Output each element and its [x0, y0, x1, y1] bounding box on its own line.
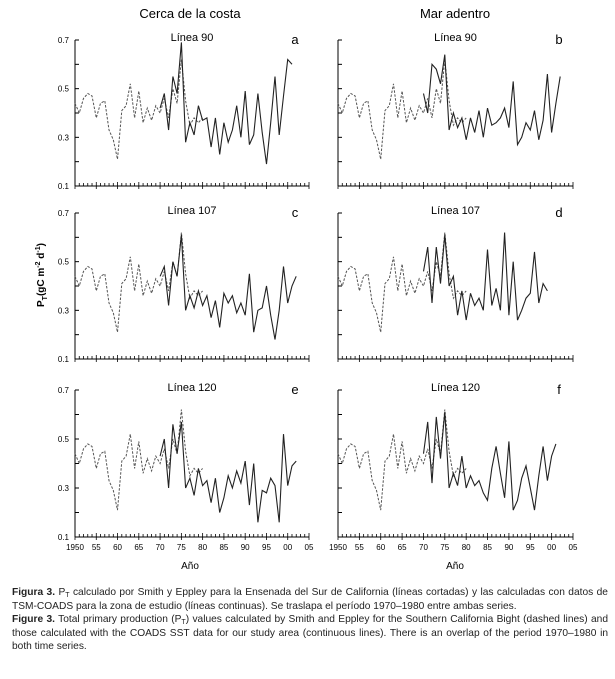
caption-label-es: Figura 3.	[12, 587, 56, 598]
x-tick-label: 00	[283, 543, 292, 552]
x-tick-label: 80	[462, 543, 471, 552]
solid-series-coads	[422, 232, 548, 321]
x-tick-label: 60	[113, 543, 122, 552]
x-tick-label: 85	[483, 543, 492, 552]
panel-title: Línea 120	[431, 382, 480, 394]
x-tick-label: 95	[526, 543, 535, 552]
y-tick-label: 0.1	[58, 355, 70, 364]
panel-letter: d	[555, 205, 562, 220]
x-tick-label: 75	[440, 543, 449, 552]
panel-title: Línea 107	[168, 205, 217, 217]
y-tick-label: 0.1	[58, 182, 70, 191]
column-title-left: Cerca de la costa	[139, 6, 241, 21]
y-tick-label: 0.7	[58, 386, 70, 395]
x-tick-label: 90	[504, 543, 513, 552]
y-axis-label: PT(gC m-2 d-1)	[35, 243, 49, 307]
figure-3-charts: Cerca de la costa Mar adentro PT(gC m-2 …	[35, 6, 578, 572]
solid-series-coads	[422, 411, 557, 511]
x-tick-label: 55	[355, 543, 364, 552]
panel-a: 0.1 0.3 0.5 0.7 Línea 90 a	[58, 32, 310, 191]
x-tick-label: 75	[177, 543, 186, 552]
caption-subscript: T	[65, 592, 70, 599]
panel-letter: c	[292, 205, 299, 220]
x-tick-label: 90	[241, 543, 250, 552]
y-tick-label: 0.7	[58, 36, 70, 45]
panel-title: Línea 90	[171, 32, 214, 44]
solid-series-coads	[159, 42, 293, 165]
y-tick-label: 0.5	[58, 258, 70, 267]
panel-d: Línea 107 d	[337, 205, 574, 362]
x-axis-label-right: Año	[446, 561, 464, 572]
x-tick-label: 85	[219, 543, 228, 552]
y-tick-label: 0.3	[58, 484, 70, 493]
solid-series-coads	[422, 54, 561, 147]
panel-title: Línea 120	[168, 382, 217, 394]
x-tick-label: 95	[262, 543, 271, 552]
y-tick-label: 0.7	[58, 209, 70, 218]
dashed-series-smith-eppley	[337, 59, 467, 160]
dashed-series-smith-eppley	[74, 232, 203, 333]
dashed-series-smith-eppley	[74, 409, 203, 511]
panel-title: Línea 90	[434, 32, 477, 44]
solid-series-coads	[159, 234, 297, 340]
x-tick-label: 65	[134, 543, 143, 552]
panel-letter: f	[557, 382, 561, 397]
panel-b: Línea 90 b	[337, 32, 574, 189]
x-tick-label: 65	[398, 543, 407, 552]
panel-letter: e	[291, 382, 298, 397]
dashed-series-smith-eppley	[74, 59, 203, 160]
y-tick-label: 0.5	[58, 435, 70, 444]
y-tick-label: 0.3	[58, 133, 70, 142]
x-tick-label: 70	[156, 543, 165, 552]
y-tick-label: 0.3	[58, 306, 70, 315]
caption-english: Figure 3. Total primary production (PT) …	[12, 613, 608, 654]
caption-text: P	[55, 587, 66, 598]
caption-text: Total primary production (P	[54, 614, 182, 626]
x-tick-label: 60	[376, 543, 385, 552]
x-tick-label: 70	[419, 543, 428, 552]
caption-text: calculado por Smith y Eppley para la Ens…	[12, 587, 608, 612]
panel-title: Línea 107	[431, 205, 480, 217]
panel-c: 0.1 0.3 0.5 0.7 Línea 107 c	[58, 205, 310, 364]
x-tick-label: 05	[305, 543, 314, 552]
column-title-right: Mar adentro	[420, 6, 490, 21]
caption-text: ) values calculated by Smith and Eppley …	[12, 614, 608, 653]
caption-label-en: Figure 3.	[12, 614, 55, 626]
figure-caption: Figura 3. PT calculado por Smith y Epple…	[12, 586, 608, 654]
y-tick-label: 0.5	[58, 85, 70, 94]
dashed-series-smith-eppley	[337, 232, 467, 333]
x-tick-label: 80	[198, 543, 207, 552]
panel-f: 1950 55 60 65 70 75 80 85 90 95 00 05 Línea 120 f	[329, 382, 578, 552]
x-axis-label-left: Año	[181, 561, 199, 572]
panel-letter: b	[555, 32, 562, 47]
panel-e: 0.1 0.3 0.5 0.7 1950 55 60 65 70 75 80 85 90 95 00 05 Lí…	[58, 382, 314, 552]
x-tick-label: 1950	[66, 543, 84, 552]
caption-subscript: T	[181, 619, 186, 627]
caption-spanish: Figura 3. PT calculado por Smith y Epple…	[12, 586, 608, 613]
x-tick-label: 1950	[329, 543, 347, 552]
dashed-series-smith-eppley	[337, 409, 467, 511]
x-tick-label: 00	[547, 543, 556, 552]
panel-letter: a	[291, 32, 299, 47]
x-tick-label: 05	[569, 543, 578, 552]
y-tick-label: 0.1	[58, 533, 70, 542]
x-tick-label: 55	[92, 543, 101, 552]
solid-series-coads	[159, 421, 297, 523]
